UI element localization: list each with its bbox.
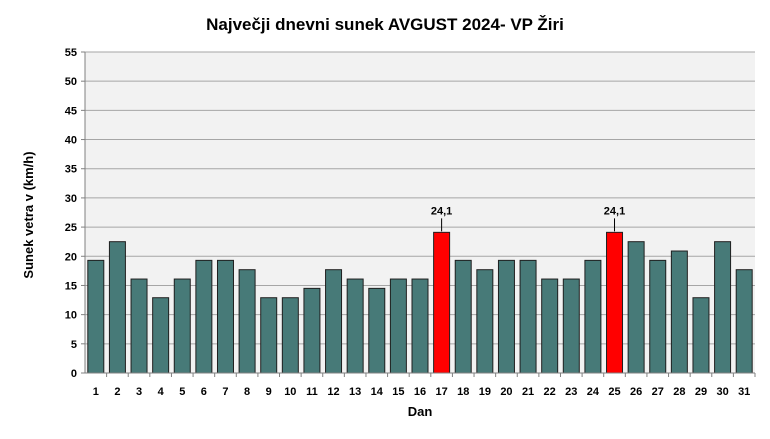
bar-day-1 bbox=[87, 259, 105, 374]
y-tick-label: 5 bbox=[71, 339, 77, 351]
y-tick-label: 25 bbox=[65, 222, 77, 234]
x-tick-label: 9 bbox=[266, 386, 272, 398]
x-tick-label: 16 bbox=[414, 386, 426, 398]
x-tick-label: 22 bbox=[544, 386, 556, 398]
y-tick-label: 35 bbox=[65, 164, 77, 176]
bar-day-2 bbox=[108, 241, 126, 374]
bar-day-31 bbox=[735, 269, 753, 374]
x-tick-label: 7 bbox=[222, 386, 228, 398]
y-tick-label: 10 bbox=[65, 310, 77, 322]
bar-day-19 bbox=[476, 269, 494, 374]
y-tick-label: 50 bbox=[65, 76, 77, 88]
bar-day-12 bbox=[325, 269, 343, 374]
x-tick-label: 25 bbox=[608, 386, 620, 398]
x-axis-ticks: 1 2 3 4 5 6 7 8 9 10 11 12 13 14 15 16 17 18 19 20 21 22 23 24 2… bbox=[93, 373, 756, 398]
bar-day-22 bbox=[541, 278, 559, 374]
x-tick-label: 2 bbox=[114, 386, 120, 398]
bar-day-18 bbox=[454, 259, 472, 374]
bar-day-5 bbox=[173, 278, 191, 374]
y-tick-label: 0 bbox=[71, 368, 77, 380]
y-tick-label: 45 bbox=[65, 105, 77, 117]
x-tick-label: 11 bbox=[306, 386, 318, 398]
x-tick-label: 14 bbox=[371, 386, 384, 398]
bar-day-20 bbox=[497, 259, 515, 374]
y-axis-label: Sunek vetra v (km/h) bbox=[21, 151, 36, 278]
x-tick-label: 3 bbox=[136, 386, 142, 398]
y-tick-label: 15 bbox=[65, 280, 77, 292]
bar-day-8 bbox=[238, 269, 256, 374]
y-tick-label: 20 bbox=[65, 251, 77, 263]
x-tick-label: 18 bbox=[457, 386, 469, 398]
bar-day-16 bbox=[411, 278, 429, 374]
x-tick-label: 24 bbox=[587, 386, 600, 398]
x-tick-label: 4 bbox=[158, 386, 165, 398]
x-tick-label: 8 bbox=[244, 386, 250, 398]
x-tick-label: 17 bbox=[435, 386, 447, 398]
bar-day-30 bbox=[714, 241, 732, 374]
bar-day-4 bbox=[152, 297, 170, 374]
y-tick-label: 30 bbox=[65, 193, 77, 205]
x-axis-label: Dan bbox=[408, 404, 433, 419]
bar-day-9 bbox=[260, 297, 278, 374]
bar-day-7 bbox=[216, 259, 234, 374]
x-tick-label: 31 bbox=[738, 386, 750, 398]
x-tick-label: 13 bbox=[349, 386, 361, 398]
x-tick-label: 29 bbox=[695, 386, 707, 398]
x-tick-label: 6 bbox=[201, 386, 207, 398]
y-tick-label: 40 bbox=[65, 135, 77, 147]
bar-day-13 bbox=[346, 278, 364, 374]
bar-day-6 bbox=[195, 259, 213, 374]
x-tick-label: 1 bbox=[93, 386, 99, 398]
x-tick-label: 10 bbox=[284, 386, 296, 398]
bar-day-15 bbox=[389, 278, 407, 374]
data-label: 24,1 bbox=[604, 205, 625, 217]
bar-day-3 bbox=[130, 278, 148, 374]
chart-title: Največji dnevni sunek AVGUST 2024- VP Ži… bbox=[206, 15, 564, 34]
x-tick-label: 20 bbox=[500, 386, 512, 398]
x-tick-label: 23 bbox=[565, 386, 577, 398]
bar-day-10 bbox=[281, 297, 299, 374]
bar-day-17 bbox=[433, 231, 451, 374]
x-tick-label: 5 bbox=[179, 386, 185, 398]
x-tick-label: 15 bbox=[392, 386, 404, 398]
x-tick-label: 19 bbox=[479, 386, 491, 398]
x-tick-label: 21 bbox=[522, 386, 534, 398]
bar-day-25 bbox=[606, 231, 624, 374]
bar-day-11 bbox=[303, 287, 321, 374]
bar-day-29 bbox=[692, 297, 710, 374]
data-label: 24,1 bbox=[431, 205, 452, 217]
x-tick-label: 26 bbox=[630, 386, 642, 398]
x-tick-label: 12 bbox=[327, 386, 339, 398]
y-axis-ticks: 0 5 10 15 20 25 30 35 40 45 50 55 bbox=[65, 47, 85, 380]
bar-day-21 bbox=[519, 259, 537, 374]
bar-day-27 bbox=[649, 259, 667, 374]
y-tick-label: 55 bbox=[65, 47, 77, 59]
x-tick-label: 28 bbox=[673, 386, 685, 398]
bar-day-23 bbox=[562, 278, 580, 374]
x-tick-label: 27 bbox=[652, 386, 664, 398]
bar-day-24 bbox=[584, 259, 602, 374]
bar-day-26 bbox=[627, 241, 645, 374]
bar-day-28 bbox=[670, 250, 688, 374]
bar-day-14 bbox=[368, 287, 386, 374]
data-labels: 24,1 24,1 bbox=[431, 205, 625, 232]
x-tick-label: 30 bbox=[716, 386, 728, 398]
